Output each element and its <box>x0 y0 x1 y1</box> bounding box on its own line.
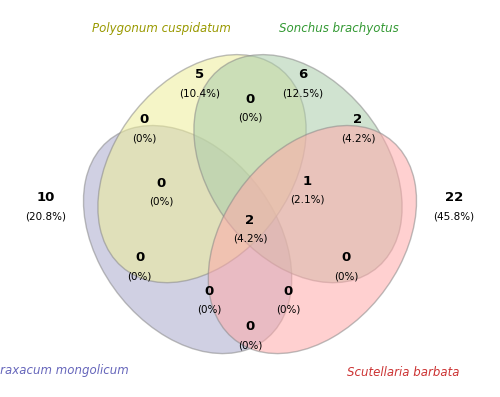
Text: 0: 0 <box>246 320 254 333</box>
Ellipse shape <box>208 125 416 354</box>
Text: 0: 0 <box>342 251 350 264</box>
Text: (0%): (0%) <box>238 112 262 123</box>
Text: 6: 6 <box>298 68 308 81</box>
Text: 2: 2 <box>354 113 362 126</box>
Text: (4.2%): (4.2%) <box>341 133 375 143</box>
Text: 0: 0 <box>204 285 214 298</box>
Text: 0: 0 <box>246 93 254 106</box>
Ellipse shape <box>84 125 292 354</box>
Text: 5: 5 <box>195 68 204 81</box>
Text: Polygonum cuspidatum: Polygonum cuspidatum <box>92 22 230 35</box>
Text: 0: 0 <box>284 285 293 298</box>
Text: 10: 10 <box>37 191 55 204</box>
Text: (0%): (0%) <box>238 340 262 350</box>
Ellipse shape <box>194 55 402 283</box>
Text: 2: 2 <box>246 214 254 227</box>
Text: (4.2%): (4.2%) <box>233 234 267 244</box>
Text: Taraxacum mongolicum: Taraxacum mongolicum <box>0 364 129 377</box>
Text: (0%): (0%) <box>149 197 174 206</box>
Text: 0: 0 <box>140 113 149 126</box>
Text: (0%): (0%) <box>128 271 152 281</box>
Text: Scutellaria barbata: Scutellaria barbata <box>348 366 460 378</box>
Text: (10.4%): (10.4%) <box>179 88 220 98</box>
Text: (0%): (0%) <box>132 133 156 143</box>
Text: 22: 22 <box>445 191 463 204</box>
Ellipse shape <box>98 55 306 283</box>
Text: 0: 0 <box>135 251 144 264</box>
Text: Sonchus brachyotus: Sonchus brachyotus <box>279 22 398 35</box>
Text: 1: 1 <box>303 175 312 188</box>
Text: (0%): (0%) <box>197 305 222 315</box>
Text: (45.8%): (45.8%) <box>434 212 474 222</box>
Text: (2.1%): (2.1%) <box>290 195 325 204</box>
Text: 0: 0 <box>156 177 166 189</box>
Text: (0%): (0%) <box>334 271 358 281</box>
Text: (0%): (0%) <box>276 305 300 315</box>
Text: (20.8%): (20.8%) <box>26 212 66 222</box>
Text: (12.5%): (12.5%) <box>282 88 324 98</box>
